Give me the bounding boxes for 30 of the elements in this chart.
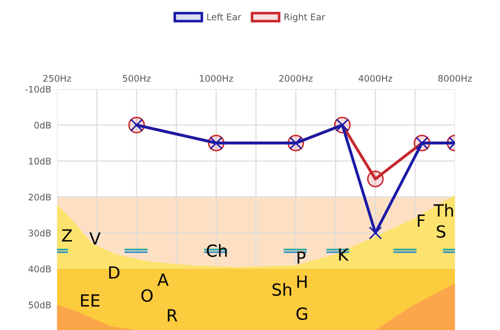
annotation: P xyxy=(298,252,306,264)
annotation: Th xyxy=(434,204,453,216)
x-tick-label: 4000Hz xyxy=(358,74,392,82)
y-tick-label: 20dB xyxy=(28,194,51,201)
x-tick-label: 1000Hz xyxy=(200,74,234,82)
x-tick-label: 2000Hz xyxy=(279,74,313,82)
y-tick-label: 30dB xyxy=(28,229,51,236)
legend-label: Right Ear xyxy=(284,13,326,22)
x-tick-label: 8000Hz xyxy=(438,74,472,82)
annotation: A xyxy=(157,274,169,286)
y-tick-label: 50dB xyxy=(28,301,51,308)
y-tick-label: 10dB xyxy=(29,158,51,165)
annotation: D xyxy=(109,266,120,278)
annotation: Z xyxy=(62,229,72,242)
annotation: Sh xyxy=(272,282,292,296)
annotation: R xyxy=(168,309,178,322)
y-tick-label: -10dB xyxy=(25,86,51,93)
x-tick-label: 250Hz xyxy=(43,74,71,82)
annotation: G xyxy=(296,307,308,320)
legend-label: Left Ear xyxy=(207,13,242,20)
y-tick-label: 0dB xyxy=(34,122,51,129)
annotation: Ch xyxy=(206,244,227,257)
annotation: EE xyxy=(81,294,100,307)
annotation: S xyxy=(436,225,446,238)
annotation: O xyxy=(141,289,153,302)
annotation: F xyxy=(418,214,425,227)
x-tick-label: 500Hz xyxy=(122,74,151,82)
annotation: H xyxy=(297,276,307,288)
y-tick-label: 40dB xyxy=(28,265,51,272)
annotation: V xyxy=(89,232,101,245)
